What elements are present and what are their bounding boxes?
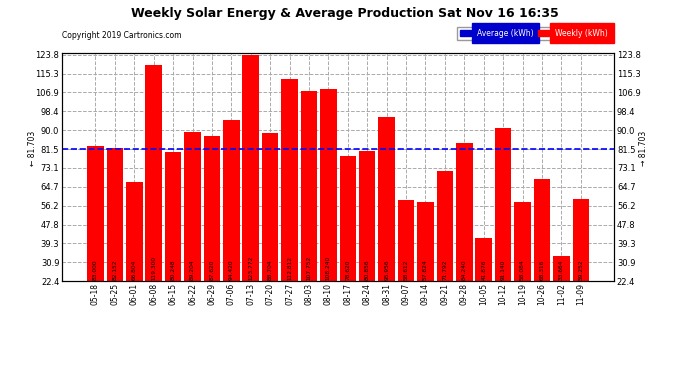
Text: 94.420: 94.420 [229, 260, 234, 280]
Bar [87, 146, 104, 331]
Text: 59.252: 59.252 [578, 260, 583, 280]
Text: 119.300: 119.300 [151, 256, 156, 280]
Text: 82.152: 82.152 [112, 260, 117, 280]
Bar [223, 120, 239, 331]
Text: 91.140: 91.140 [501, 260, 506, 280]
Text: 80.248: 80.248 [170, 260, 175, 280]
Bar [553, 256, 570, 331]
Text: Weekly Solar Energy & Average Production Sat Nov 16 16:35: Weekly Solar Energy & Average Production… [131, 8, 559, 21]
Text: 89.204: 89.204 [190, 260, 195, 280]
Text: 112.812: 112.812 [287, 256, 292, 280]
Text: 80.856: 80.856 [365, 260, 370, 280]
Bar [204, 135, 220, 331]
Bar [378, 117, 395, 331]
Text: 41.876: 41.876 [481, 260, 486, 280]
Text: 87.620: 87.620 [210, 260, 215, 280]
Text: 68.316: 68.316 [540, 260, 544, 280]
Text: 88.704: 88.704 [268, 260, 273, 280]
Bar [106, 148, 123, 331]
Text: 58.084: 58.084 [520, 260, 525, 280]
Text: 57.824: 57.824 [423, 260, 428, 280]
Text: 71.792: 71.792 [442, 260, 447, 280]
Text: 78.620: 78.620 [345, 260, 351, 280]
Text: ← 81.703: ← 81.703 [28, 131, 37, 166]
Bar [437, 171, 453, 331]
Text: 123.772: 123.772 [248, 256, 253, 280]
Text: 66.804: 66.804 [132, 260, 137, 280]
Bar [398, 200, 414, 331]
Bar [184, 132, 201, 331]
Bar [495, 128, 511, 331]
Bar [282, 79, 298, 331]
Bar [475, 238, 492, 331]
Bar [165, 152, 181, 331]
Bar [339, 156, 356, 331]
Bar [456, 143, 473, 331]
Text: 83.000: 83.000 [93, 260, 98, 280]
Bar [320, 90, 337, 331]
Text: Copyright 2019 Cartronics.com: Copyright 2019 Cartronics.com [62, 31, 181, 40]
Bar [417, 202, 434, 331]
Bar [301, 91, 317, 331]
Bar [262, 133, 278, 331]
Text: 84.240: 84.240 [462, 260, 466, 280]
Text: 58.612: 58.612 [404, 260, 408, 280]
Bar [359, 151, 375, 331]
Bar [242, 55, 259, 331]
Bar [514, 201, 531, 331]
Text: 95.956: 95.956 [384, 260, 389, 280]
Text: 33.664: 33.664 [559, 260, 564, 280]
Bar [533, 178, 550, 331]
Text: 107.752: 107.752 [306, 256, 311, 280]
Text: 108.240: 108.240 [326, 256, 331, 280]
Bar [126, 182, 143, 331]
Legend: Average (kWh), Weekly (kWh): Average (kWh), Weekly (kWh) [457, 27, 610, 40]
Text: → 81.703: → 81.703 [639, 131, 648, 166]
Bar [146, 65, 162, 331]
Bar [573, 199, 589, 331]
